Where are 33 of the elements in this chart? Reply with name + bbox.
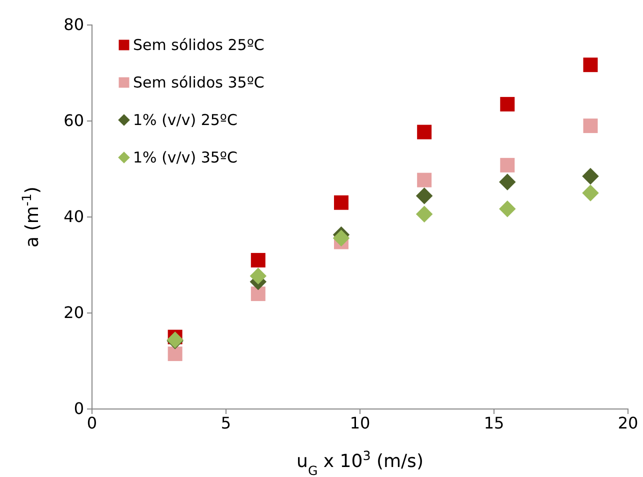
legend-label: 1% (v/v) 35ºC <box>133 148 238 166</box>
x-tick-label: 5 <box>220 413 232 432</box>
point <box>416 206 433 222</box>
point <box>332 230 350 246</box>
x-tick-label: 20 <box>618 413 638 432</box>
point <box>582 168 599 185</box>
point <box>417 124 432 140</box>
y-tick-label: 40 <box>64 207 84 226</box>
y-tick-label: 20 <box>64 303 84 322</box>
point <box>417 172 432 188</box>
x-tick-label: 0 <box>86 413 98 432</box>
x-tick-label: 15 <box>484 413 504 432</box>
point <box>416 188 433 204</box>
point <box>500 158 515 172</box>
legend-label: Sem sólidos 35ºC <box>133 74 264 92</box>
point <box>168 346 182 362</box>
x-tick-label: 10 <box>350 413 370 432</box>
point <box>250 268 267 284</box>
point <box>334 195 348 210</box>
point <box>500 96 515 112</box>
point <box>250 286 266 302</box>
point <box>499 200 516 218</box>
point <box>499 174 516 190</box>
legend-label: 1% (v/v) 25ºC <box>133 111 238 129</box>
x-axis-title: u$_{G}$ x 10$^{3}$ (m/s) <box>296 448 424 477</box>
point <box>582 184 599 202</box>
y-tick-label: 60 <box>64 111 84 130</box>
y-tick-label: 0 <box>74 399 84 418</box>
point <box>583 118 598 134</box>
legend-label: Sem sólidos 25ºC <box>133 36 264 54</box>
point <box>583 58 598 72</box>
point <box>250 252 266 268</box>
y-tick-label: 80 <box>64 15 84 34</box>
